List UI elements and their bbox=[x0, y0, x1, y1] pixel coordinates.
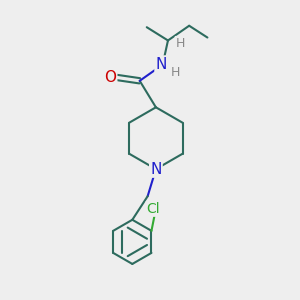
Text: N: N bbox=[150, 162, 162, 177]
Text: H: H bbox=[176, 37, 185, 50]
Text: H: H bbox=[171, 66, 180, 80]
Text: N: N bbox=[155, 56, 167, 71]
Text: Cl: Cl bbox=[147, 202, 160, 216]
Text: O: O bbox=[104, 70, 116, 85]
